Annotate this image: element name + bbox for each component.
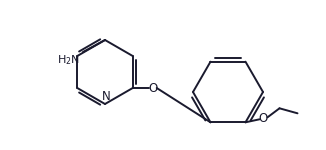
Text: O: O (259, 112, 268, 125)
Text: N: N (102, 90, 111, 103)
Text: O: O (148, 81, 157, 94)
Text: H$_2$N: H$_2$N (57, 53, 80, 67)
